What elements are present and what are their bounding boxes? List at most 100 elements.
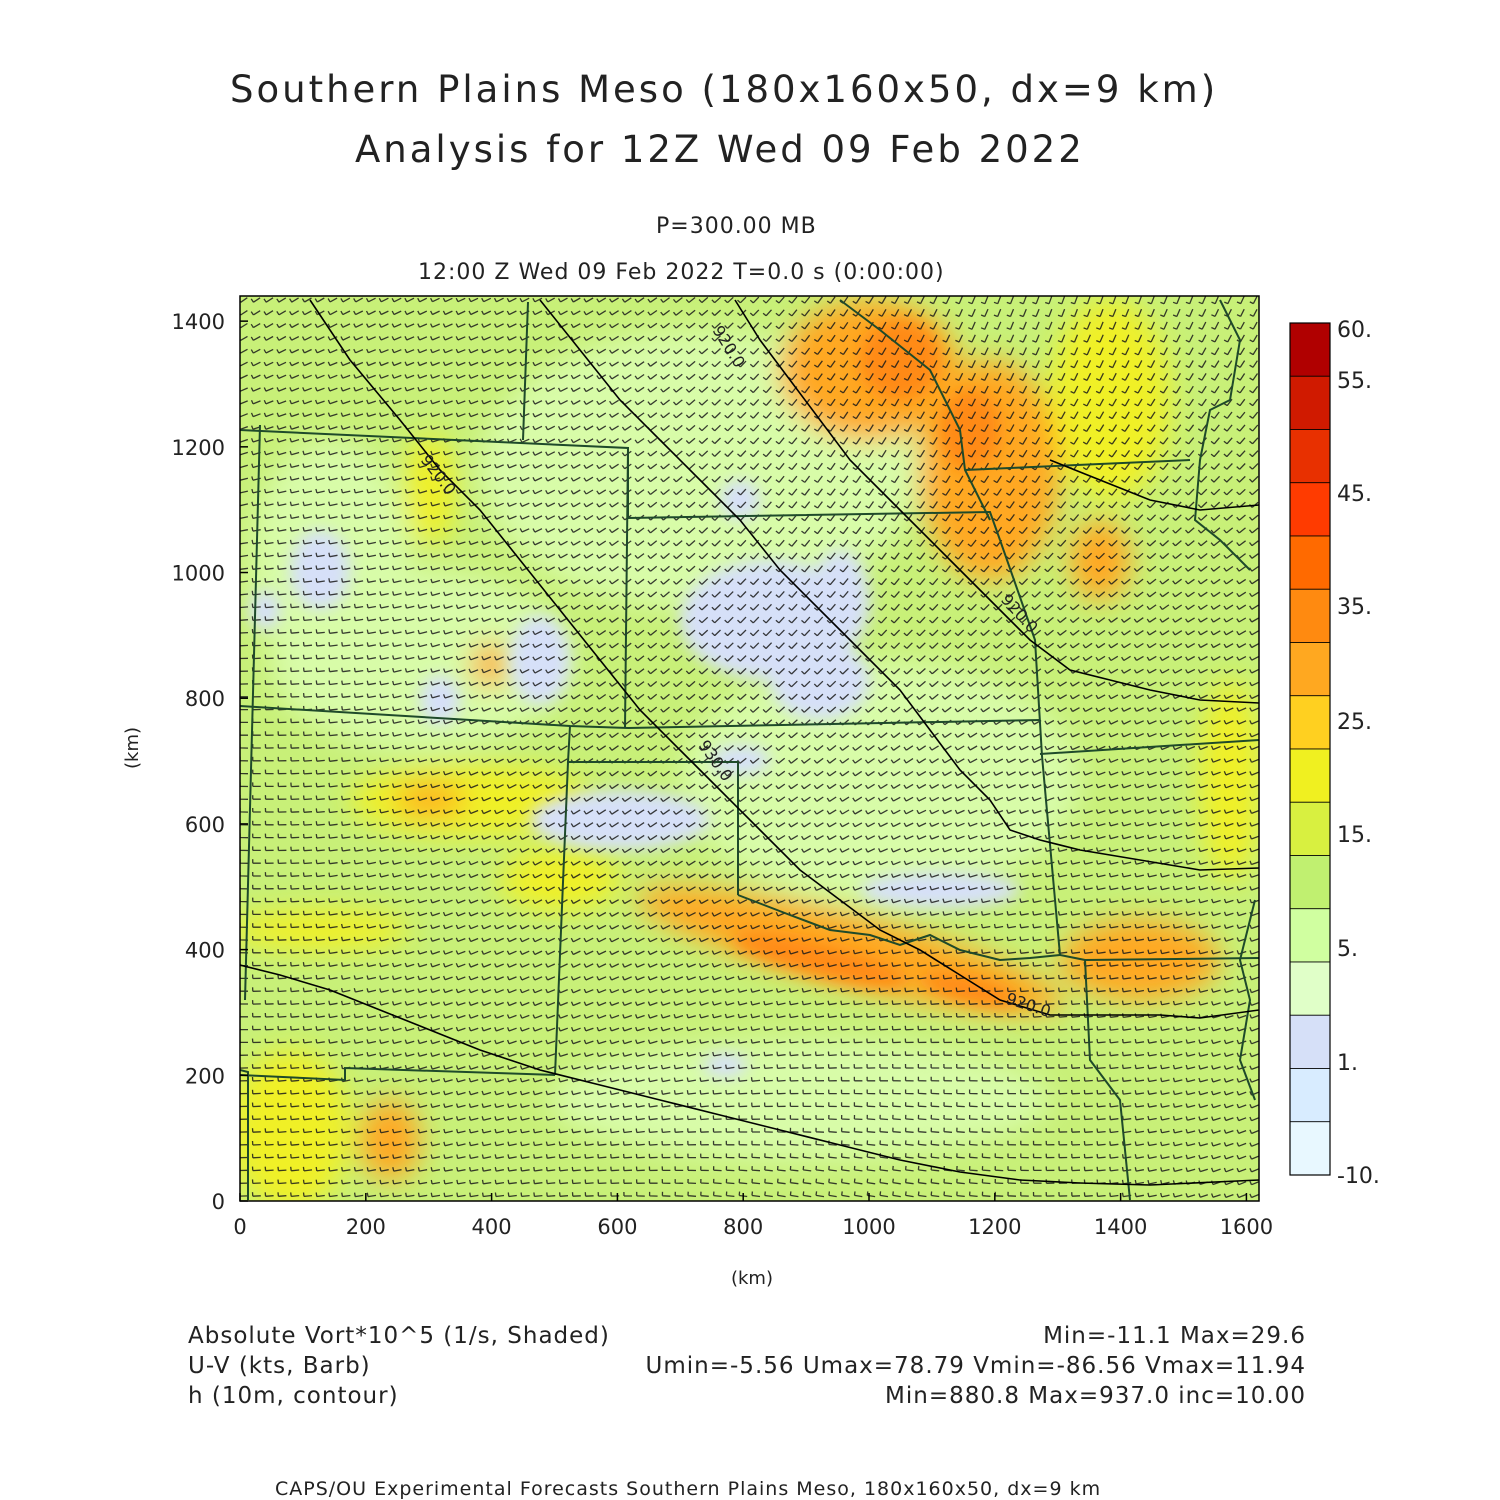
orange-vorticity-area: [395, 785, 465, 815]
title-line-2: Analysis for 12Z Wed 09 Feb 2022: [355, 128, 1085, 171]
arkansas-border: [1059, 954, 1131, 1201]
low-vorticity-area: [810, 550, 870, 650]
x-tick-label: 1400: [1094, 1215, 1147, 1239]
missouri-border: [999, 539, 1061, 956]
yellow-vorticity-area: [1200, 680, 1259, 880]
wind-barb-field: [240, 296, 1259, 1199]
dark-orange-vorticity-area: [732, 933, 908, 987]
light-vorticity-area: [550, 1040, 1050, 1160]
plot-frame: [239, 295, 1260, 1202]
wind-stats: Umin=-5.56 Umax=78.79 Vmin=-86.56 Vmax=1…: [645, 1353, 1306, 1379]
wind-barbs: [240, 296, 1259, 1199]
kansas-oklahoma-border: [627, 719, 1041, 729]
colorbar-swatch: [1289, 429, 1331, 484]
colorbar-swatch: [1289, 588, 1331, 643]
light-vorticity-area: [680, 660, 1080, 900]
x-tick-label: 600: [597, 1215, 637, 1239]
colorbar-swatch: [1289, 1068, 1331, 1123]
colorbar-swatch: [1289, 322, 1331, 377]
low-vorticity-area: [530, 790, 710, 850]
illinois-border: [1039, 739, 1259, 755]
y-tick-label: 0: [212, 1190, 225, 1214]
colorbar-label: 55.: [1337, 369, 1372, 394]
colorbar-swatch: [1289, 908, 1331, 963]
height-contour: [539, 299, 1259, 871]
red-river: [737, 894, 1061, 962]
yellow-vorticity-area: [500, 850, 620, 910]
low-vorticity-area: [720, 480, 760, 520]
low-vorticity-area: [703, 1053, 747, 1077]
texas-mexico-border: [240, 1066, 556, 1082]
y-tick-label: 1400: [172, 310, 225, 334]
mississippi-river: [1193, 299, 1251, 571]
y-tick-label: 600: [185, 813, 225, 837]
colorado-state-line: [244, 424, 261, 1001]
colorbar-label: 60.: [1337, 318, 1372, 343]
state-boundaries: [240, 299, 1259, 1201]
pressure-level: P=300.00 MB: [656, 214, 817, 239]
height-contour: [240, 964, 1259, 1186]
x-tick-label: 1000: [842, 1215, 895, 1239]
x-axis: 0 200 400 600 800 1000 1200 1400 1600: [233, 1193, 1273, 1239]
x-axis-label: (km): [731, 1268, 773, 1289]
low-vorticity-area: [710, 745, 770, 775]
x-tick-label: 200: [346, 1215, 386, 1239]
low-vorticity-area: [770, 640, 870, 720]
colorbar-label: 35.: [1337, 595, 1372, 620]
colorbar-swatch: [1289, 801, 1331, 856]
colorbar-label: 15.: [1337, 823, 1372, 848]
colorado-kansas-border: [624, 447, 629, 729]
y-axis-label: (km): [122, 727, 143, 769]
yellow-vorticity-area: [1050, 300, 1170, 500]
vorticity-legend: Absolute Vort*10^5 (1/s, Shaded): [188, 1323, 610, 1349]
wind-legend: U-V (kts, Barb): [188, 1353, 371, 1379]
x-tick-label: 400: [472, 1215, 512, 1239]
texas-new-mexico-border: [554, 761, 569, 1076]
valid-time: 12:00 Z Wed 09 Feb 2022 T=0.0 s (0:00:00…: [418, 260, 945, 285]
y-tick-label: 400: [185, 939, 225, 963]
colorbar-label: -10.: [1337, 1164, 1380, 1189]
height-legend: h (10m, contour): [188, 1383, 399, 1409]
nebraska-kansas-border: [627, 510, 1001, 541]
yellow-vorticity-area: [240, 910, 410, 950]
iowa-border: [964, 459, 1191, 471]
colorbar-swatch: [1289, 642, 1331, 697]
title-line-1: Southern Plains Meso (180x160x50, dx=9 k…: [230, 68, 1219, 111]
colorbar-swatch: [1289, 375, 1331, 430]
tennessee-border: [1084, 957, 1259, 961]
nebraska-border: [522, 301, 529, 441]
missouri-river: [839, 299, 991, 521]
orange-vorticity-area: [360, 1100, 420, 1180]
height-stats: Min=880.8 Max=937.0 inc=10.00: [885, 1383, 1306, 1409]
colorbar-label: 25.: [1337, 710, 1372, 735]
colorbar-swatch: [1289, 535, 1331, 590]
orange-vorticity-area: [472, 643, 508, 687]
x-tick-label: 0: [233, 1215, 246, 1239]
low-vorticity-area: [510, 615, 570, 705]
low-vorticity-area: [420, 675, 460, 725]
colorbar-swatch: [1289, 695, 1331, 750]
y-axis: 0 200 400 600 800 1000 1200 1400: [172, 310, 248, 1214]
colorbar-label: 5.: [1337, 937, 1358, 962]
colorbar-labels: 60. 55. 45. 35. 25. 15. 5. 1. -10.: [1337, 318, 1380, 1189]
y-tick-label: 1200: [172, 436, 225, 460]
colorbar: [1289, 322, 1331, 1176]
x-tick-label: 1200: [968, 1215, 1021, 1239]
colorbar-swatch: [1289, 855, 1331, 910]
colorbar-swatch: [1289, 748, 1331, 803]
colorbar-swatch: [1289, 482, 1331, 537]
orange-vorticity-area: [1070, 520, 1130, 600]
low-vorticity-area: [860, 872, 1020, 908]
colorbar-swatch: [1289, 961, 1331, 1016]
border-segment: [240, 1069, 249, 1200]
low-vorticity-area: [290, 530, 350, 610]
height-contour: [734, 299, 1259, 704]
colorbar-frame: [1289, 322, 1331, 1176]
yellow-vorticity-area: [405, 435, 455, 545]
mississippi-river-south: [1238, 899, 1256, 1101]
vorticity-shading: [240, 296, 1259, 1201]
colorbar-label: 1.: [1337, 1051, 1358, 1076]
footer-credit: CAPS/OU Experimental Forecasts Southern …: [275, 1478, 1102, 1500]
colorbar-swatch: [1289, 1121, 1331, 1176]
